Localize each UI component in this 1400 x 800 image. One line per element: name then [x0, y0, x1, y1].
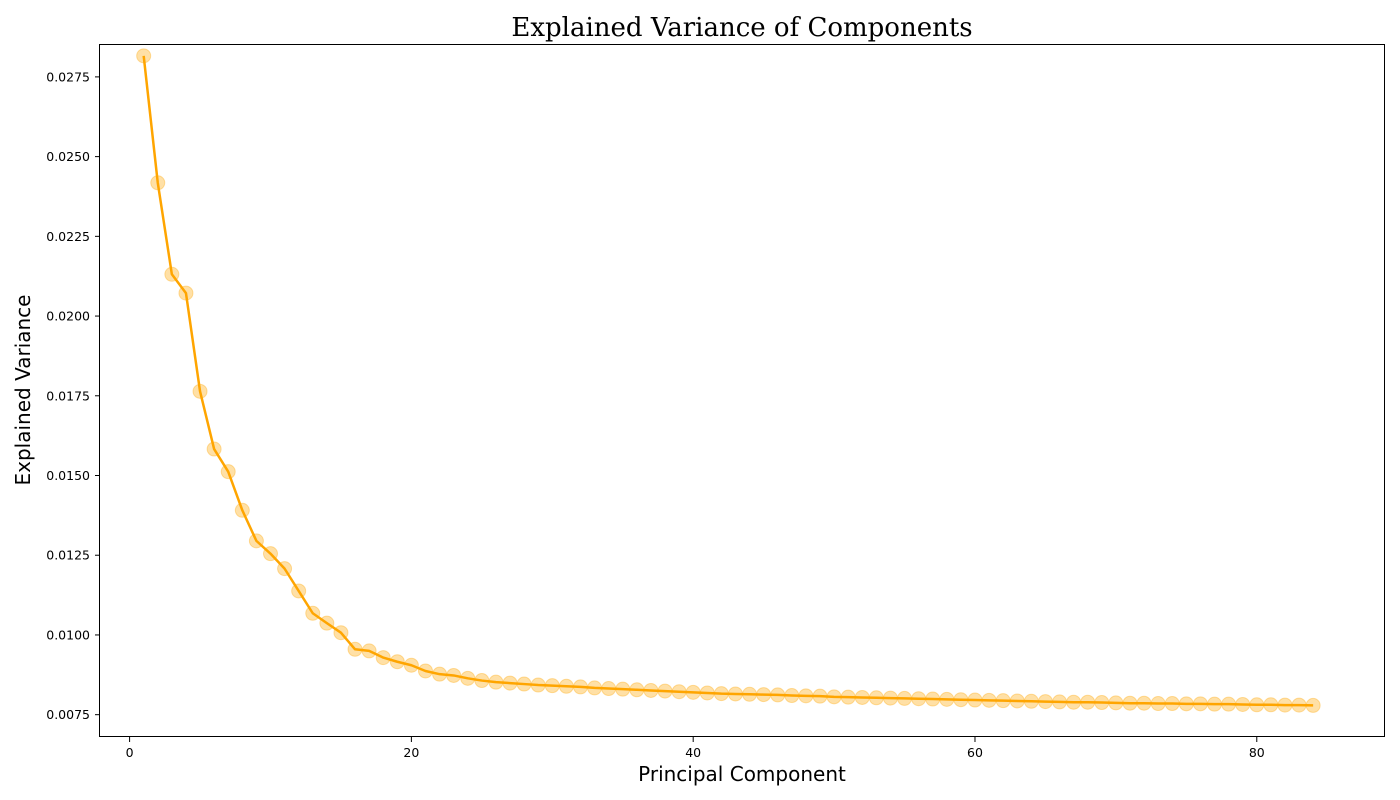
series-line: [142, 55, 1314, 707]
y-tick-label: 0.0225: [46, 229, 90, 244]
x-axis-label: Principal Component: [638, 762, 846, 786]
y-tick-label: 0.0275: [46, 69, 90, 84]
y-tick-label: 0.0150: [46, 468, 90, 483]
x-tick-label: 20: [403, 745, 419, 760]
x-tick-label: 60: [967, 745, 983, 760]
y-axis: 0.0075 0.0100 0.0125 0.0150 0.0175 0.0200 0.02…: [46, 69, 100, 722]
y-tick-label: 0.0250: [46, 149, 90, 164]
plot-area: [136, 48, 1321, 713]
x-tick-label: 80: [1249, 745, 1265, 760]
plot-frame: [99, 44, 1385, 737]
x-tick-label: 40: [685, 745, 701, 760]
chart-title: Explained Variance of Components: [511, 13, 972, 43]
x-tick-label: 0: [126, 745, 134, 760]
x-axis: 0 20 40 60 80: [126, 737, 1265, 760]
y-axis-label: Explained Variance: [11, 295, 35, 486]
y-tick-label: 0.0175: [46, 388, 90, 403]
y-tick-label: 0.0075: [46, 707, 90, 722]
y-tick-label: 0.0200: [46, 309, 90, 324]
y-tick-label: 0.0100: [46, 627, 90, 642]
y-tick-label: 0.0125: [46, 548, 90, 563]
